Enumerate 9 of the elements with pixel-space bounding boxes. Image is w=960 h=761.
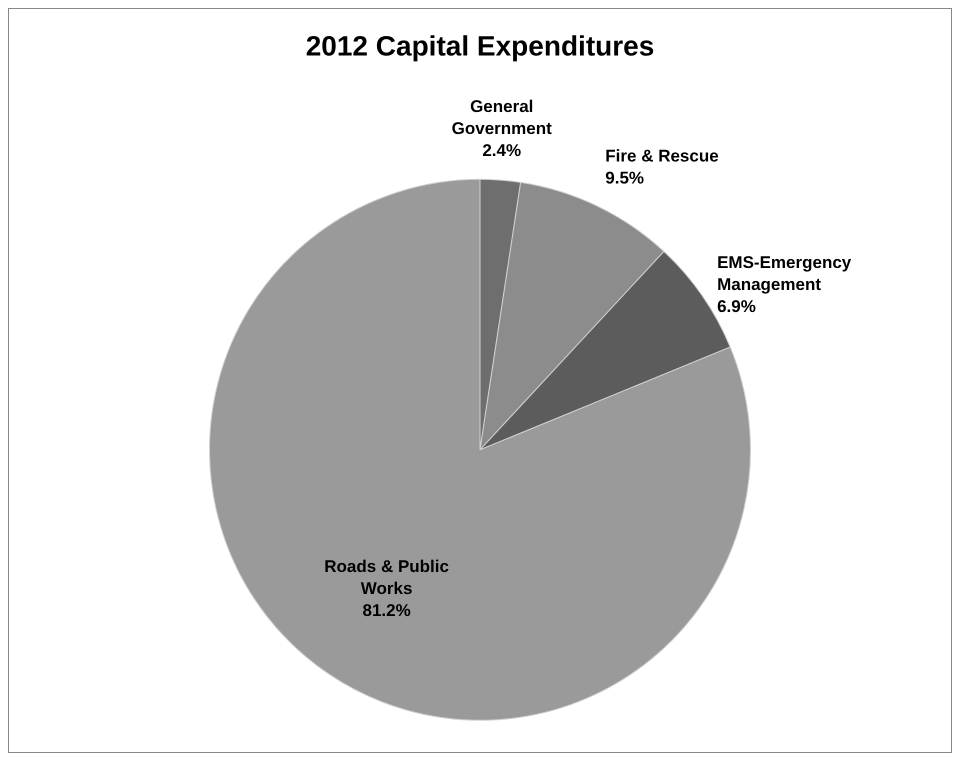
slice-label: Roads & Public Works bbox=[324, 556, 449, 598]
slice-label: General Government bbox=[452, 96, 552, 138]
slice-label: Fire & Rescue bbox=[605, 146, 719, 166]
data-label: 2.4% bbox=[482, 140, 522, 160]
data-label: 9.5% bbox=[605, 168, 644, 188]
data-label: 6.9% bbox=[717, 297, 756, 316]
data-label: 81.2% bbox=[362, 600, 411, 620]
chart-title: 2012 Capital Expenditures bbox=[306, 30, 654, 62]
slice-label: EMS-Emergency Management bbox=[717, 253, 852, 294]
